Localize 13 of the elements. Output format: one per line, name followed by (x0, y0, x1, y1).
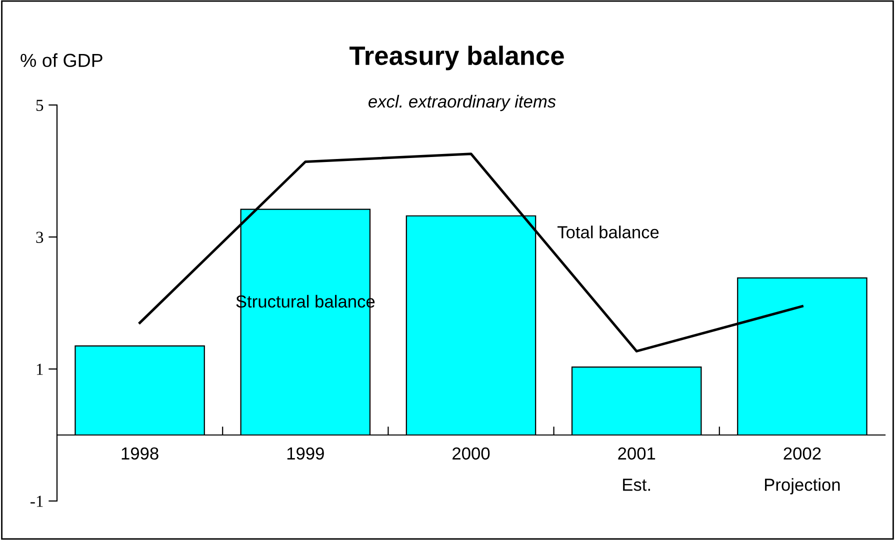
x-tick-label: 2002 Projection (765, 447, 840, 494)
chart-subtitle: excl. extraordinary items (368, 94, 556, 112)
series-label: Total balance (558, 226, 659, 238)
y-axis-title: % of GDP (20, 53, 102, 68)
x-tick-label: 1999 (287, 447, 324, 460)
y-tick-label: 3 (36, 232, 44, 243)
x-tick-label: 1998 (122, 447, 158, 460)
x-tick-label: 2001 Est. (618, 447, 656, 491)
y-tick-label: 5 (36, 100, 44, 111)
y-tick-label: 1 (36, 364, 43, 375)
chart-title: Treasury balance (349, 46, 564, 70)
x-tick-label: 2000 (452, 447, 490, 460)
y-tick-label: -1 (30, 496, 43, 507)
